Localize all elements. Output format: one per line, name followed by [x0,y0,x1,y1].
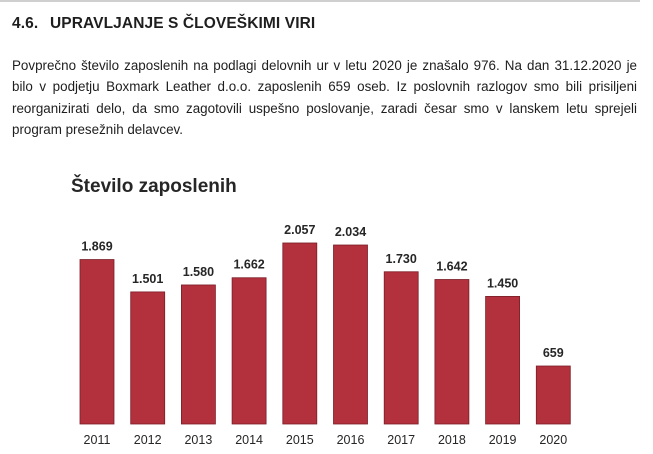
data-label-2011: 1.869 [81,240,112,254]
x-tick-label-2014: 2014 [235,433,263,447]
data-label-2019: 1.450 [487,276,518,290]
bar-2016 [333,244,368,425]
data-label-2013: 1.580 [183,265,214,279]
data-label-2016: 2.034 [335,225,366,239]
bar-2020 [535,365,571,425]
x-tick-label-2016: 2016 [337,433,365,447]
bars-group [79,242,571,425]
data-label-2018: 1.642 [436,260,467,274]
data-label-2017: 1.730 [386,252,417,266]
section-heading: 4.6. UPRAVLJANJE S ČLOVEŠKIMI VIRI [12,15,315,33]
page-top-rule [0,0,640,2]
x-tick-label-2015: 2015 [286,433,314,447]
chart-title: Število zaposlenih [71,176,237,197]
bar-2014 [231,277,267,425]
bar-2015 [282,242,318,425]
bar-2018 [434,279,470,425]
x-tick-label-2013: 2013 [184,433,212,447]
value-labels-group: 1.869 1.501 1.580 1.662 2.057 2.034 1.730 1.642… [81,223,563,360]
bar-2013 [180,284,216,425]
section-number: 4.6. [12,15,39,32]
x-tick-label-2020: 2020 [539,433,567,447]
section-title: UPRAVLJANJE S ČLOVEŠKIMI VIRI [50,15,316,32]
bar-2011 [79,259,115,425]
data-label-2015: 2.057 [284,223,315,237]
x-tick-labels-group: 2011 2012 2013 2014 2015 2016 2017 2018 2019 2020 [84,433,568,447]
x-tick-label-2011: 2011 [84,433,111,447]
data-label-2020: 659 [543,346,564,360]
bar-2019 [485,295,521,425]
data-label-2012: 1.501 [132,272,163,286]
x-tick-label-2018: 2018 [438,433,466,447]
body-paragraph: Povprečno število zaposlenih na podlagi … [12,58,637,137]
x-tick-label-2017: 2017 [387,433,415,447]
bar-2012 [130,291,166,425]
data-label-2014: 1.662 [233,258,264,272]
x-tick-label-2019: 2019 [489,433,517,447]
bar-2017 [383,271,419,425]
x-tick-label-2012: 2012 [134,433,162,447]
